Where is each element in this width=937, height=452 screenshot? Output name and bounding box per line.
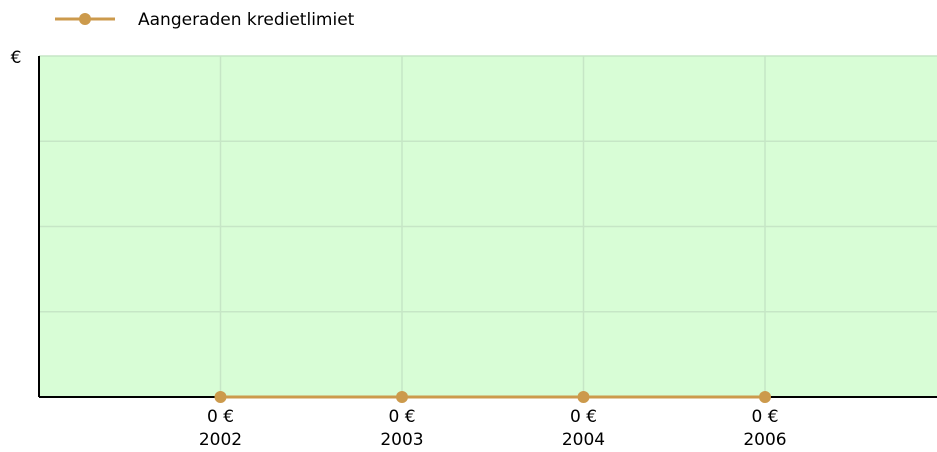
x-tick-label: 2006 <box>743 430 786 450</box>
value-label: 0 € <box>207 407 234 427</box>
x-tick-label: 2003 <box>380 430 423 450</box>
x-tick-label: 2002 <box>199 430 242 450</box>
value-label: 0 € <box>570 407 597 427</box>
value-label: 0 € <box>388 407 415 427</box>
value-label: 0 € <box>751 407 778 427</box>
y-axis-label: € <box>11 48 22 68</box>
legend-marker <box>79 13 91 25</box>
legend-label: Aangeraden kredietlimiet <box>138 10 355 30</box>
point <box>396 391 408 403</box>
x-tick-label: 2004 <box>562 430 605 450</box>
point <box>759 391 771 403</box>
point <box>577 391 590 403</box>
point <box>214 391 227 403</box>
